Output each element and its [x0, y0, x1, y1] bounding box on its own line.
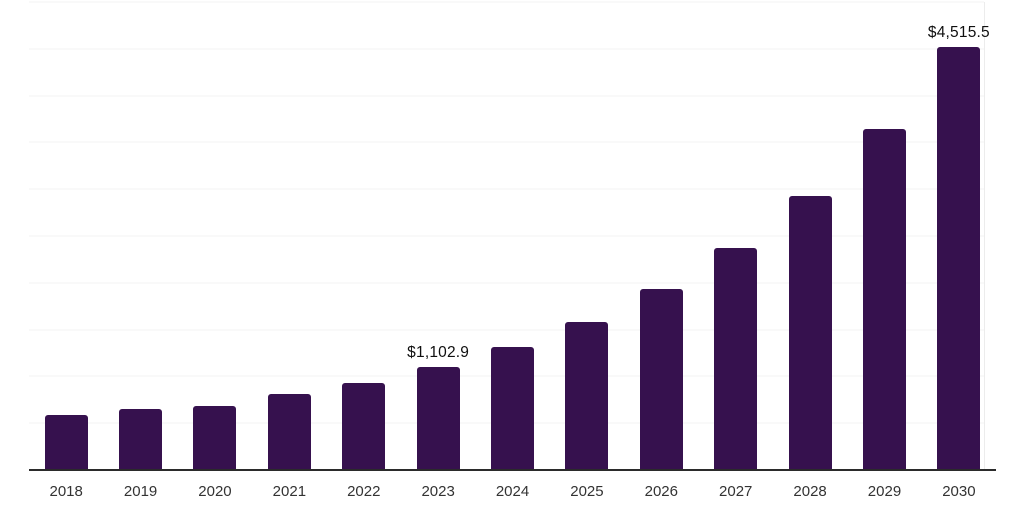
gridline [29, 48, 984, 50]
bar-group [475, 2, 549, 470]
gridline [29, 282, 984, 284]
x-axis-label: 2020 [198, 483, 232, 500]
gridline [29, 95, 984, 97]
bar [491, 346, 535, 470]
bar [267, 394, 311, 470]
x-axis-line [29, 469, 996, 471]
bar [714, 248, 758, 470]
bar-value-label: $1,102.9 [407, 343, 470, 361]
bar-group [699, 2, 773, 470]
gridline [29, 188, 984, 190]
gridline [29, 235, 984, 237]
x-axis-label: 2025 [570, 483, 604, 500]
bar-group [847, 2, 921, 470]
plot-area: $1,102.9 $4,515.5 [29, 1, 996, 471]
x-axis-label: 2022 [347, 483, 381, 500]
x-axis-label: 2030 [942, 483, 976, 500]
x-axis-label: 2026 [644, 483, 678, 500]
plot-right-border [984, 2, 985, 470]
bar-group [327, 2, 401, 470]
x-axis-label: 2018 [49, 483, 83, 500]
bar [639, 289, 683, 470]
x-axis-label: 2024 [495, 483, 530, 500]
bar [44, 414, 88, 470]
x-axis-label: 2023 [421, 483, 455, 500]
bar-group [29, 2, 103, 470]
x-axis-label: 2028 [793, 483, 827, 500]
bar-group [252, 2, 326, 470]
bar [788, 196, 832, 470]
gridline [29, 141, 984, 143]
bar [937, 47, 981, 470]
bar-group [624, 2, 698, 470]
gridline [29, 1, 984, 3]
bar [342, 382, 386, 470]
bar-group [103, 2, 177, 470]
bar [119, 409, 163, 470]
x-axis-label: 2027 [719, 483, 753, 500]
x-axis-labels: 2018 2019 2020 2021 2022 2023 2024 2025 2026 2027… [29, 472, 996, 502]
bar [193, 405, 237, 470]
bar-group: $1,102.9 [401, 2, 475, 470]
bar-group [178, 2, 252, 470]
x-axis-label: 2021 [272, 483, 307, 500]
x-axis-label: 2019 [123, 483, 158, 500]
bar [416, 366, 460, 470]
bar-group [550, 2, 624, 470]
bars-container: $1,102.9 $4,515.5 [29, 2, 996, 470]
bar-group: $4,515.5 [922, 2, 996, 470]
gridline [29, 329, 984, 331]
bar-group [773, 2, 847, 470]
bar [862, 129, 906, 470]
x-axis-label: 2029 [867, 483, 902, 500]
bar [565, 322, 609, 470]
bar-value-label: $4,515.5 [927, 24, 990, 42]
